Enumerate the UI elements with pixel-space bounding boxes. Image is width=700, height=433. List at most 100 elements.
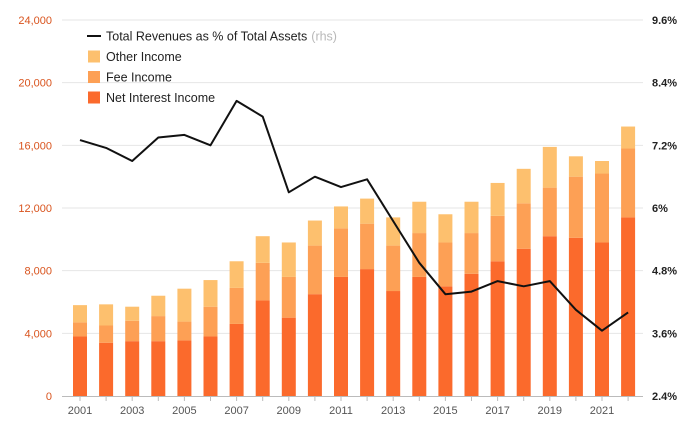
bar-net-interest-income-2015 <box>438 286 453 396</box>
bar-other-income-2002 <box>99 304 114 326</box>
bar-other-income-2011 <box>334 206 348 229</box>
legend-swatch-fee-income <box>88 71 100 83</box>
bar-fee-income-2011 <box>334 228 348 277</box>
x-tick-label: 2019 <box>538 405 562 417</box>
bar-net-interest-income-2021 <box>595 242 609 396</box>
bar-fee-income-2001 <box>73 322 87 337</box>
bar-other-income-2019 <box>542 146 557 188</box>
bar-net-interest-income-2006 <box>203 336 218 396</box>
y-left-tick-label: 24,000 <box>18 15 52 27</box>
bar-fee-income-2012 <box>360 223 375 270</box>
bar-fee-income-2002 <box>99 325 114 343</box>
bar-other-income-2014 <box>412 201 427 234</box>
x-tick-label: 2011 <box>329 405 353 417</box>
y-left-tick-label: 12,000 <box>18 203 52 215</box>
bar-fee-income-2006 <box>203 306 218 337</box>
y-left-tick-label: 0 <box>46 391 52 403</box>
bar-net-interest-income-2014 <box>412 276 427 396</box>
bar-net-interest-income-2009 <box>281 317 296 396</box>
y-right-tick-label: 2.4% <box>652 391 677 403</box>
legend-label-net-interest-income: Net Interest Income <box>106 91 215 105</box>
bar-fee-income-2015 <box>438 242 453 287</box>
bar-net-interest-income-2018 <box>516 248 531 396</box>
bar-fee-income-2017 <box>490 215 505 262</box>
bar-fee-income-2010 <box>307 245 322 295</box>
legend-swatch-other-income <box>88 50 100 63</box>
bar-net-interest-income-2001 <box>73 336 87 396</box>
stacked-bars <box>73 126 636 396</box>
y-right-tick-label: 7.2% <box>652 140 677 152</box>
bar-net-interest-income-2020 <box>568 237 583 396</box>
bar-fee-income-2022 <box>621 148 636 218</box>
x-tick-label: 2013 <box>381 405 405 417</box>
total-revenues-pct-line <box>79 99 629 332</box>
x-tick-label: 2001 <box>68 405 92 417</box>
bar-fee-income-2013 <box>386 245 401 292</box>
x-tick-label: 2007 <box>224 405 248 417</box>
x-tick-label: 2005 <box>172 405 196 417</box>
bar-other-income-2021 <box>595 161 609 174</box>
bar-fee-income-2008 <box>255 262 270 301</box>
y-left-tick-label: 4,000 <box>24 328 52 340</box>
bar-net-interest-income-2013 <box>386 291 401 396</box>
bar-fee-income-2009 <box>281 276 296 318</box>
bar-net-interest-income-2011 <box>334 276 348 396</box>
axes: 0 4,000 8,000 12,000 16,000 20,000 24,000 2.4% 3… <box>18 15 677 417</box>
x-tick-label: 2017 <box>485 405 509 417</box>
bar-fee-income-2019 <box>542 187 557 237</box>
bar-other-income-2009 <box>281 242 296 277</box>
y-right-tick-label: 9.6% <box>652 15 677 27</box>
y-right-tick-label: 8.4% <box>652 78 677 90</box>
bar-other-income-2004 <box>151 295 166 317</box>
bar-fee-income-2005 <box>177 321 192 341</box>
x-tick-label: 2015 <box>433 405 457 417</box>
bar-net-interest-income-2017 <box>490 261 505 396</box>
bar-fee-income-2007 <box>229 287 244 324</box>
bar-other-income-2007 <box>229 261 244 288</box>
legend: Total Revenues as % of Total Assets (rhs)… <box>87 30 337 105</box>
bar-net-interest-income-2008 <box>255 300 270 396</box>
y-right-tick-label: 4.8% <box>652 266 677 278</box>
bar-other-income-2016 <box>464 201 479 234</box>
bar-net-interest-income-2012 <box>360 269 375 396</box>
legend-label-fee-income: Fee Income <box>106 71 172 85</box>
x-tick-label: 2003 <box>120 405 144 417</box>
bar-net-interest-income-2002 <box>99 342 114 396</box>
legend-swatch-net-interest-income <box>88 91 100 104</box>
bar-net-interest-income-2019 <box>542 236 557 396</box>
bar-net-interest-income-2016 <box>464 273 479 396</box>
bar-other-income-2001 <box>73 305 87 323</box>
ratio-line-layer <box>79 99 629 332</box>
x-tick-label: 2009 <box>277 405 301 417</box>
bar-fee-income-2016 <box>464 233 479 274</box>
bar-net-interest-income-2005 <box>177 340 192 396</box>
legend-label-total-revenues-as-of-total-assets: Total Revenues as % of Total Assets (rhs) <box>106 30 337 44</box>
bar-other-income-2017 <box>490 182 505 216</box>
y-right-tick-label: 6% <box>652 203 668 215</box>
bar-net-interest-income-2007 <box>229 323 244 396</box>
bar-fee-income-2018 <box>516 203 531 249</box>
bar-fee-income-2003 <box>125 320 140 342</box>
bar-net-interest-income-2022 <box>621 217 636 396</box>
bar-other-income-2018 <box>516 168 531 204</box>
bar-other-income-2010 <box>307 220 322 246</box>
y-left-tick-label: 8,000 <box>24 266 52 278</box>
bar-other-income-2003 <box>125 306 140 321</box>
bar-net-interest-income-2010 <box>307 294 322 396</box>
legend-label-other-income: Other Income <box>106 50 182 64</box>
bar-fee-income-2004 <box>151 316 166 342</box>
bar-other-income-2015 <box>438 214 453 243</box>
bar-fee-income-2021 <box>595 173 609 243</box>
bar-other-income-2013 <box>386 217 401 246</box>
y-right-tick-label: 3.6% <box>652 328 677 340</box>
y-left-tick-label: 20,000 <box>18 78 52 90</box>
bar-other-income-2022 <box>621 126 636 149</box>
bar-other-income-2008 <box>255 236 270 263</box>
y-left-tick-label: 16,000 <box>18 140 52 152</box>
bar-fee-income-2020 <box>568 176 583 238</box>
bar-net-interest-income-2004 <box>151 341 166 396</box>
x-tick-label: 2021 <box>590 405 614 417</box>
bar-other-income-2012 <box>360 198 375 224</box>
